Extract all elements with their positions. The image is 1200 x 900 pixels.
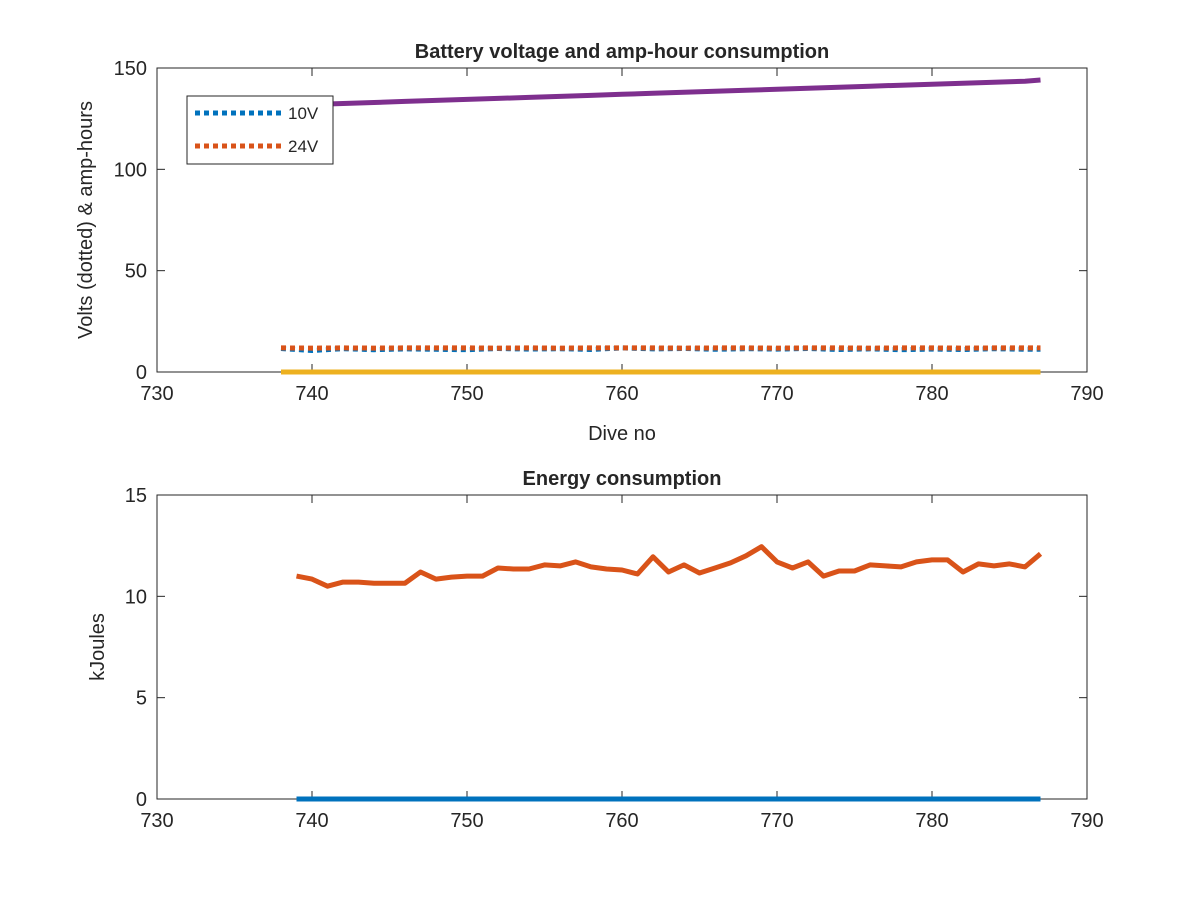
x-tick-label: 770 — [760, 810, 793, 832]
y-tick-label: 0 — [136, 789, 147, 811]
x-tick-label: 790 — [1070, 383, 1103, 405]
series-line-series-1 — [296, 544, 1043, 589]
y-tick-label: 150 — [114, 58, 147, 80]
legend-label-10v: 10V — [288, 104, 319, 123]
x-tick-label: 730 — [140, 810, 173, 832]
energy-axes-box — [156, 494, 1088, 800]
y-tick-label: 100 — [114, 159, 147, 181]
y-tick-label: 15 — [125, 485, 147, 507]
x-tick-label: 750 — [450, 810, 483, 832]
energy-y-axis-label: kJoules — [87, 613, 109, 681]
x-tick-label: 740 — [295, 383, 328, 405]
x-tick-label: 780 — [915, 810, 948, 832]
y-tick-label: 50 — [125, 261, 147, 283]
voltage-chart-title: Battery voltage and amp-hour consumption — [415, 41, 829, 63]
voltage-y-axis-label: Volts (dotted) & amp-hours — [75, 101, 97, 339]
y-tick-label: 5 — [136, 688, 147, 710]
legend-label-24v: 24V — [288, 137, 319, 156]
x-tick-label: 780 — [915, 383, 948, 405]
legend-box — [186, 95, 334, 165]
energy-chart-title: Energy consumption — [523, 468, 722, 490]
energy-axes: Energy consumption kJoules 730 740 750 760 7… — [87, 468, 1104, 832]
voltage-legend: 10V 24V — [186, 95, 334, 165]
x-tick-label: 760 — [605, 810, 638, 832]
voltage-series — [280, 77, 1041, 375]
x-tick-label: 790 — [1070, 810, 1103, 832]
voltage-axes: Battery voltage and amp-hour consumption… — [75, 41, 1104, 445]
energy-series — [296, 544, 1043, 802]
voltage-x-axis-label: Dive no — [588, 423, 656, 445]
x-tick-label: 750 — [450, 383, 483, 405]
x-tick-label: 730 — [140, 383, 173, 405]
series-line-series-3 — [280, 77, 1041, 109]
y-tick-label: 10 — [125, 586, 147, 608]
y-tick-label: 0 — [136, 362, 147, 384]
x-tick-label: 760 — [605, 383, 638, 405]
x-tick-label: 770 — [760, 383, 793, 405]
x-tick-label: 740 — [295, 810, 328, 832]
energy-ticks: 730 740 750 760 770 780 790 0 5 10 15 — [125, 485, 1104, 832]
